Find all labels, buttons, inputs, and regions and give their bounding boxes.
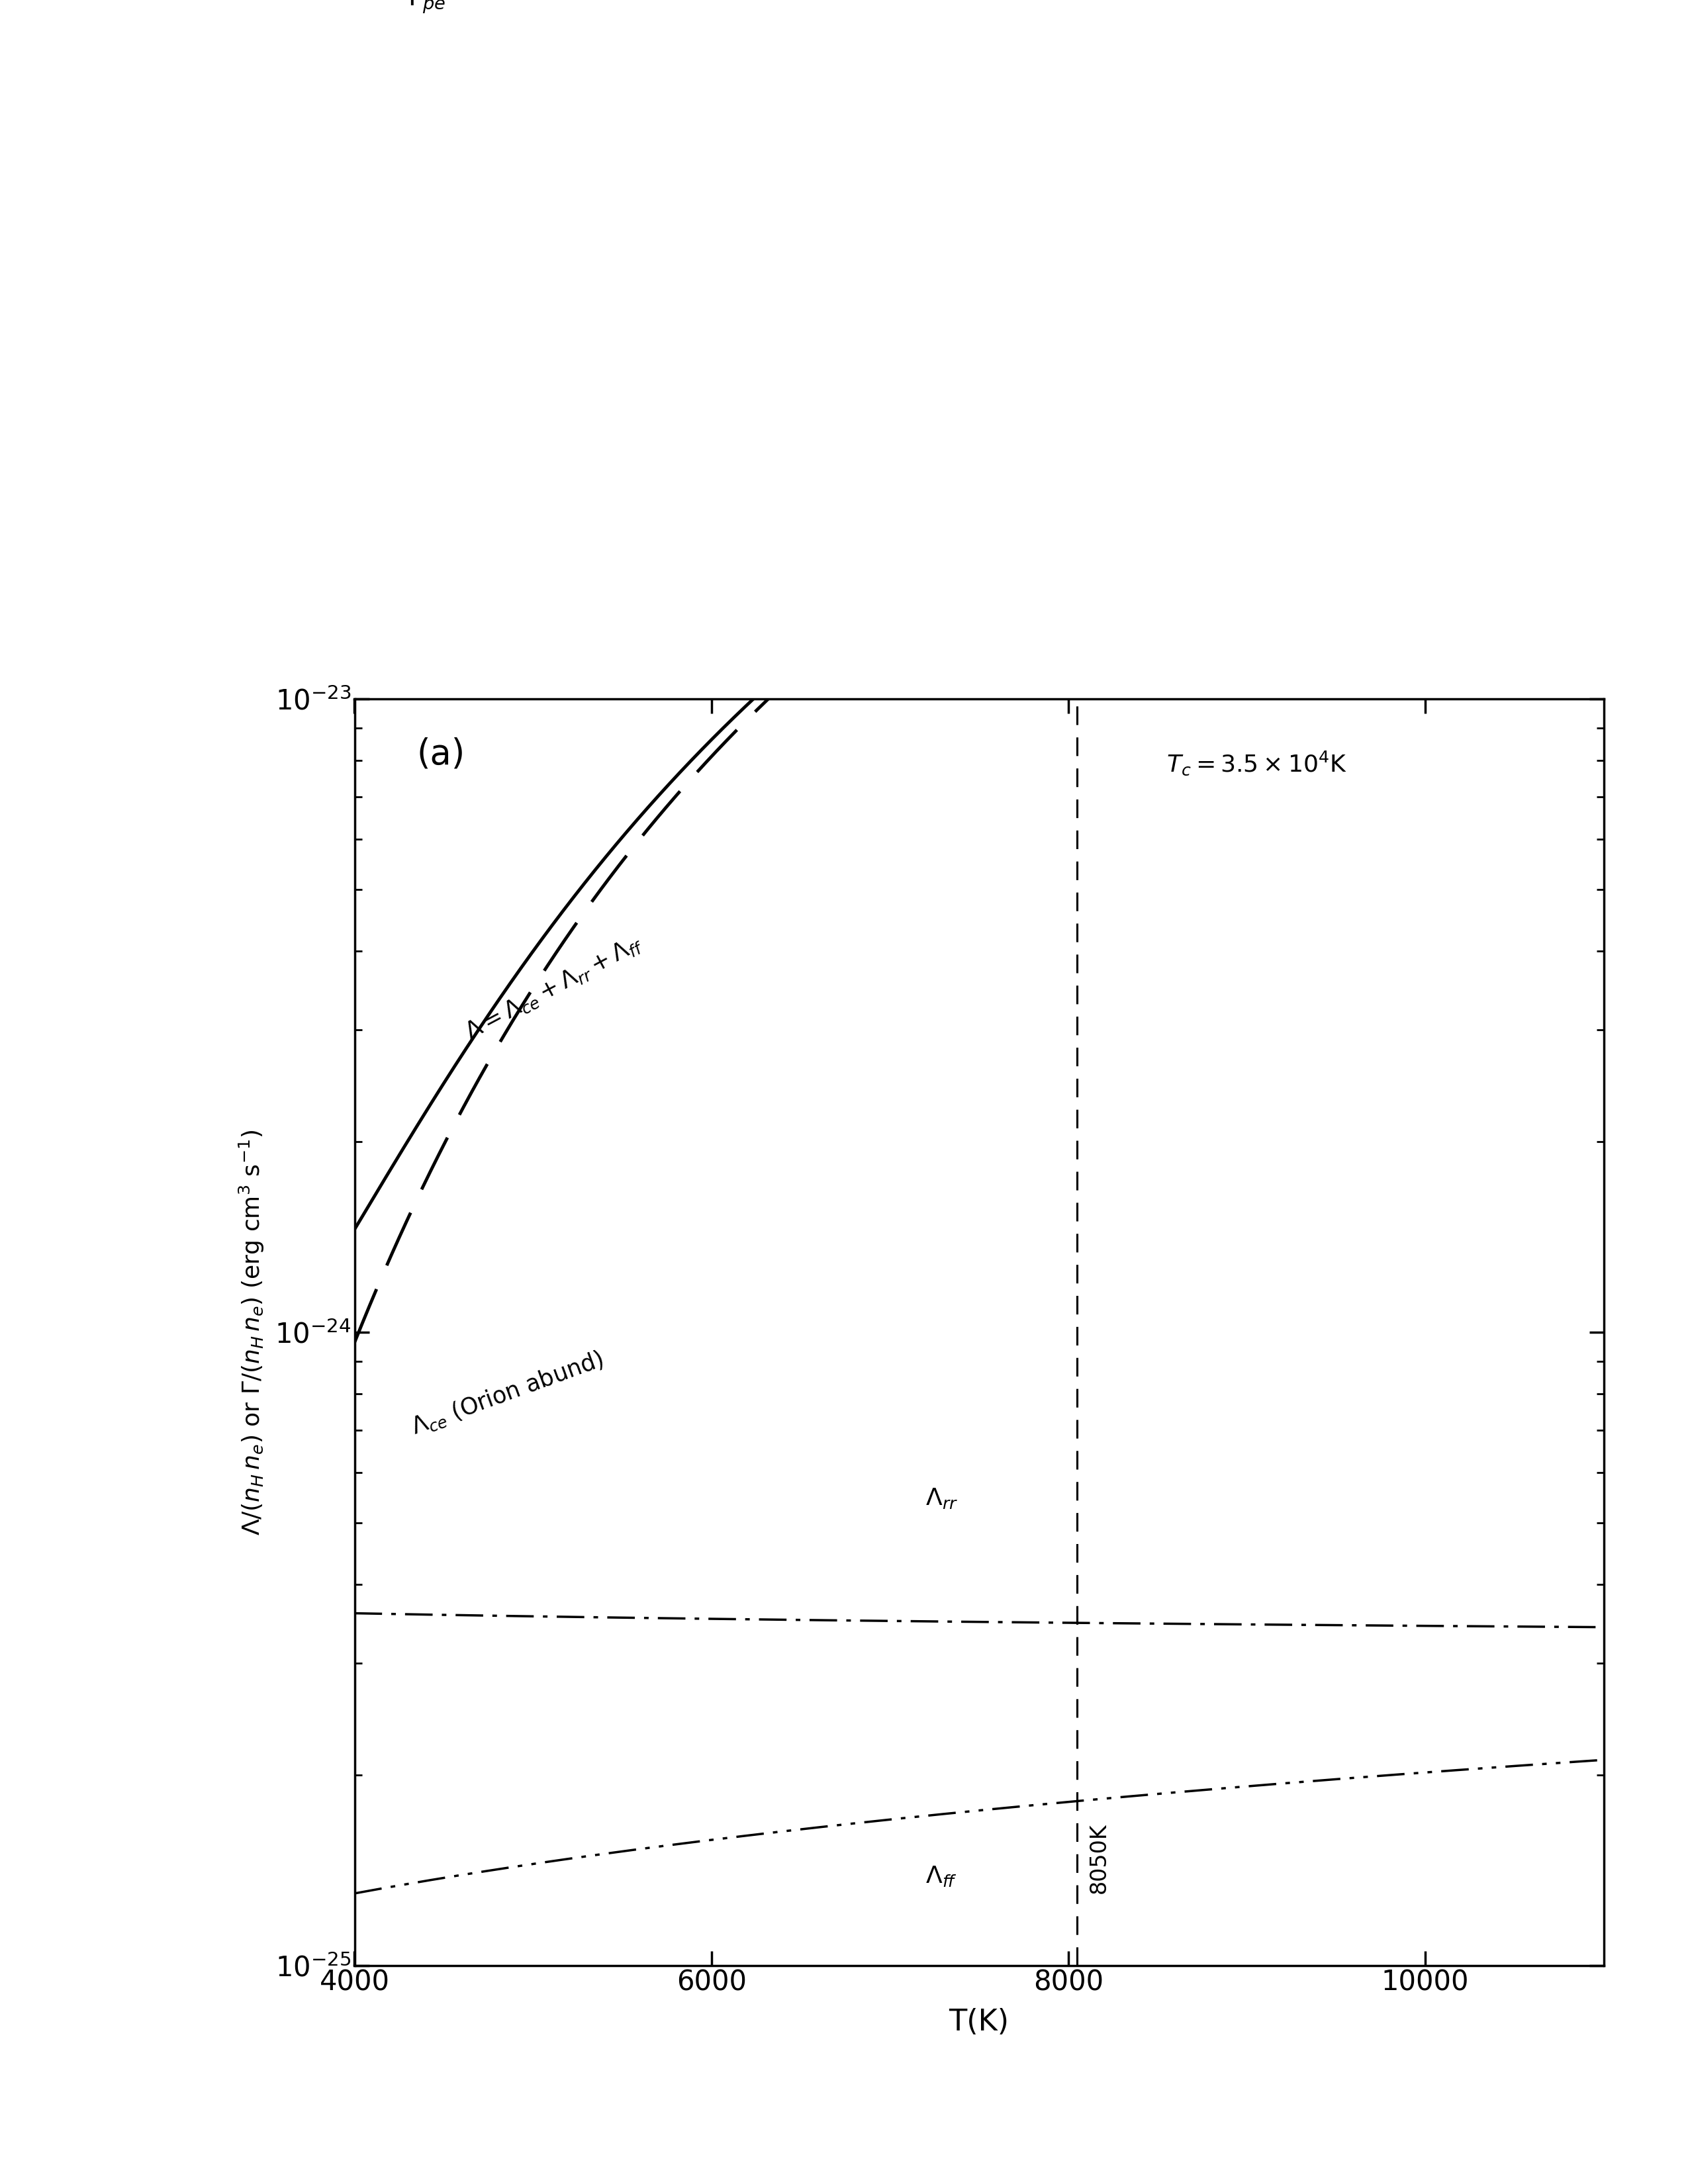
Text: $\Gamma_{pe}$: $\Gamma_{pe}$ — [408, 0, 446, 15]
Text: (a): (a) — [417, 736, 466, 771]
Text: $T_c=3.5\times10^4$K: $T_c=3.5\times10^4$K — [1166, 749, 1347, 778]
Text: $\Lambda_{rr}$: $\Lambda_{rr}$ — [925, 1487, 959, 1511]
Y-axis label: $\Lambda/(n_H\, n_e)$ or $\Gamma/(n_H\, n_e)$ (erg cm$^3$ s$^{-1}$): $\Lambda/(n_H\, n_e)$ or $\Gamma/(n_H\, … — [238, 1129, 265, 1535]
Text: $\Lambda=\Lambda_{ce}+\Lambda_{rr}+\Lambda_{ff}$: $\Lambda=\Lambda_{ce}+\Lambda_{rr}+\Lamb… — [461, 930, 647, 1044]
X-axis label: T(K): T(K) — [949, 2007, 1009, 2035]
Text: 8050K: 8050K — [1087, 1824, 1109, 1894]
Text: $\Lambda_{ce}$ (Orion abund): $\Lambda_{ce}$ (Orion abund) — [408, 1348, 606, 1439]
Text: $\Lambda_{ff}$: $\Lambda_{ff}$ — [925, 1865, 957, 1889]
